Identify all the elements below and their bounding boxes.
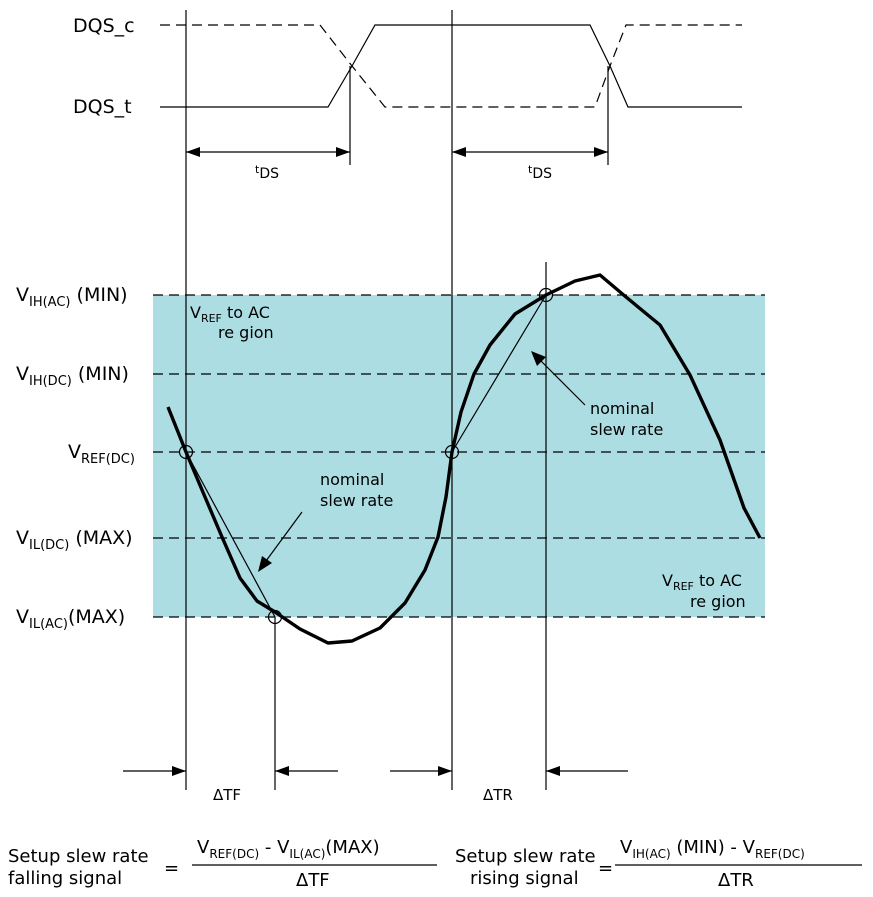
eq-falling-equals: = (164, 858, 179, 879)
cross-circle-vil-ac (267, 609, 283, 625)
dqs-c-signal (160, 24, 742, 108)
dqs-t-label: DQS_t (73, 96, 132, 118)
region-label-top: VREF to AC (190, 303, 270, 325)
equation-rising: Setup slew rate rising signal = VIH(AC) … (455, 837, 862, 891)
vref-dc-label: VREF(DC) (68, 441, 135, 467)
time-markers (185, 10, 609, 790)
nominal-slew-line-falling (185, 451, 276, 618)
tds-arrow-left (186, 147, 350, 157)
delta-tf-arrows (123, 766, 338, 776)
region-label-bottom-line2: re gion (690, 592, 746, 611)
nominal-arrow-left (258, 511, 303, 572)
eq-falling-denominator: ΔTF (296, 870, 330, 891)
cross-circle-vref-falling (178, 444, 194, 460)
dqs-t-signal (160, 24, 742, 108)
equation-falling: Setup slew rate falling signal = VREF(DC… (8, 837, 437, 891)
region-label-bottom: VREF to AC (662, 571, 742, 593)
cross-circle-vih-ac (538, 287, 554, 303)
eq-falling-label-1: Setup slew rate (8, 846, 149, 867)
vil-dc-label: VIL(DC) (MAX) (16, 527, 133, 553)
nominal-arrow-right (531, 351, 586, 406)
eq-rising-label-1: Setup slew rate (455, 846, 596, 867)
tds-label-right: tDS (528, 163, 552, 182)
eq-rising-denominator: ΔTR (718, 870, 754, 891)
eq-falling-label-2: falling signal (8, 868, 122, 889)
vref-to-ac-region (153, 295, 765, 617)
dqs-c-label: DQS_c (73, 15, 135, 37)
vih-ac-label: VIH(AC) (MIN) (16, 284, 128, 310)
nominal-label-left-1: nominal (320, 470, 384, 489)
signal-waveform (166, 273, 762, 645)
cross-circle-vref-rising (444, 444, 460, 460)
eq-rising-equals: = (598, 858, 613, 879)
eq-rising-numerator: VIH(AC) (MIN) - VREF(DC) (620, 837, 805, 861)
region-label-top-line2: re gion (218, 323, 274, 342)
delta-tf-label: ΔTF (213, 786, 241, 804)
nominal-label-right-1: nominal (590, 399, 654, 418)
vil-ac-label: VIL(AC)(MAX) (16, 606, 125, 632)
eq-rising-label-2: rising signal (470, 868, 579, 889)
tds-label-left: tDS (255, 163, 279, 182)
delta-tr-arrows (390, 766, 628, 776)
nominal-slew-line-rising (451, 294, 547, 453)
nominal-label-left-2: slew rate (320, 491, 393, 510)
vih-dc-label: VIH(DC) (MIN) (16, 363, 129, 389)
tds-arrow-right (452, 147, 608, 157)
nominal-label-right-2: slew rate (590, 420, 663, 439)
delta-tr-label: ΔTR (483, 786, 513, 804)
eq-falling-numerator: VREF(DC) - VIL(AC)(MAX) (197, 837, 380, 861)
